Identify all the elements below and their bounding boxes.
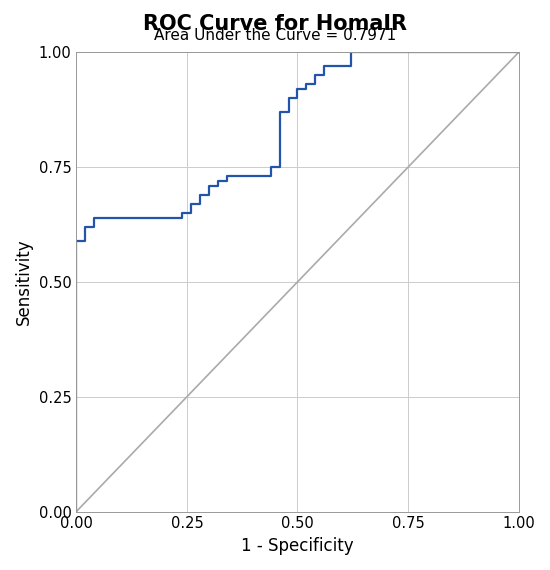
Y-axis label: Sensitivity: Sensitivity — [15, 239, 33, 325]
Text: ROC Curve for HomaIR: ROC Curve for HomaIR — [143, 14, 407, 34]
X-axis label: 1 - Specificity: 1 - Specificity — [241, 537, 354, 555]
Text: Area Under the Curve = 0.7971: Area Under the Curve = 0.7971 — [154, 28, 396, 43]
